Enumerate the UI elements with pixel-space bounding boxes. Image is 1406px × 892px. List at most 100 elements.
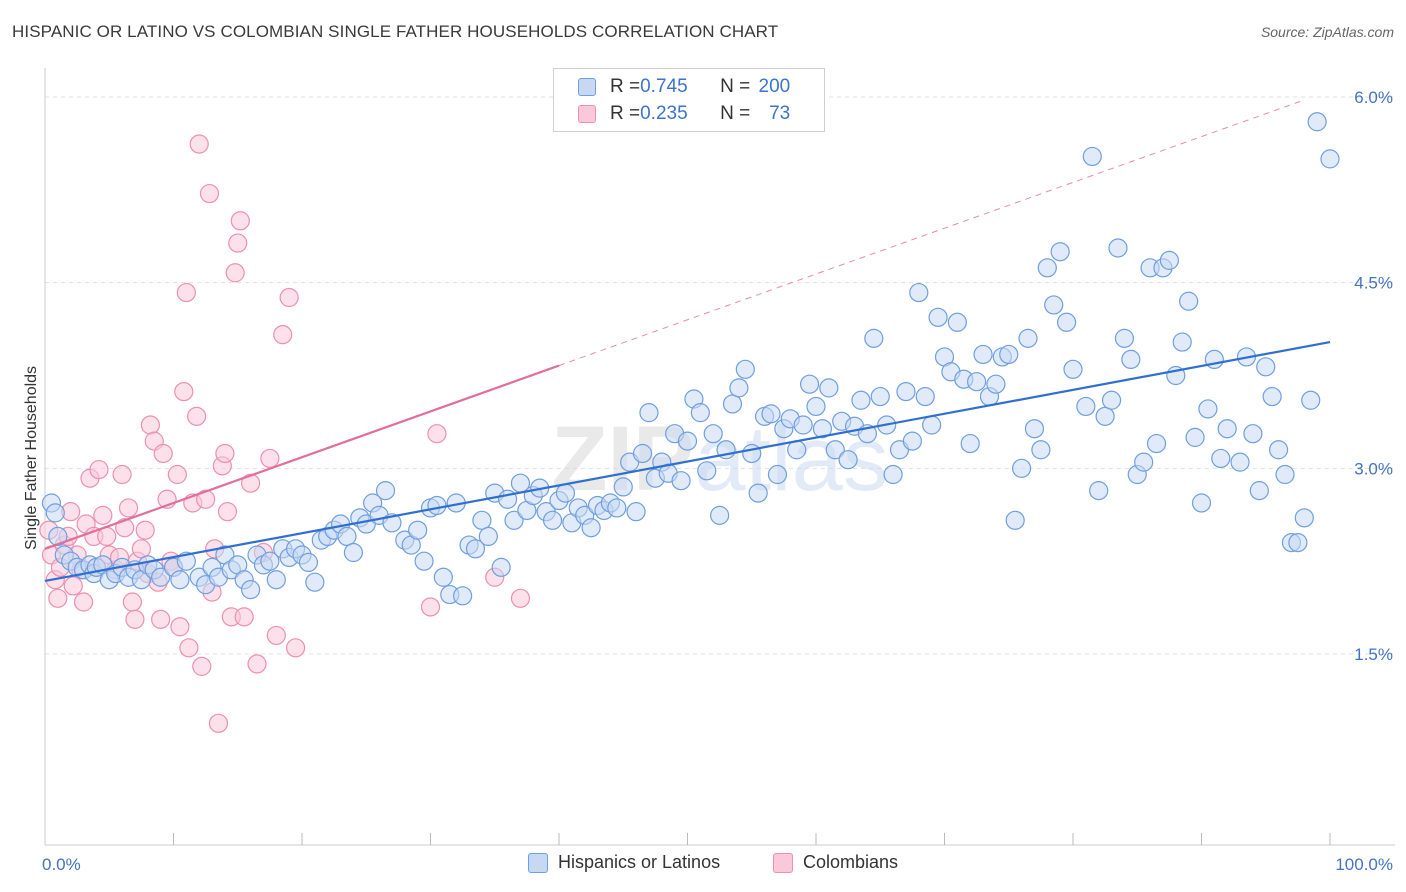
series-swatch-pink xyxy=(773,852,793,873)
hispanics-point xyxy=(45,503,65,523)
hispanics-point xyxy=(478,526,498,547)
colombians-point xyxy=(174,381,194,402)
hispanics-point xyxy=(241,580,261,600)
hispanics-point xyxy=(735,359,755,379)
hispanics-point xyxy=(703,424,723,444)
legend-n-value: 73 xyxy=(769,103,791,124)
hispanics-point xyxy=(504,510,524,530)
hispanics-point xyxy=(806,396,826,417)
colombians-point xyxy=(135,520,155,540)
series-label-colombians: Colombians xyxy=(803,852,899,872)
y-tick-label: 3.0% xyxy=(1354,459,1393,478)
hispanics-point xyxy=(1101,390,1122,410)
hispanics-point xyxy=(793,415,813,435)
hispanics-point xyxy=(671,471,691,491)
colombians-point xyxy=(140,415,160,435)
hispanics-point xyxy=(1262,386,1282,407)
hispanics-point xyxy=(1037,258,1057,278)
hispanics-point xyxy=(697,461,717,481)
legend-r-label: R = xyxy=(610,103,641,124)
hispanics-point xyxy=(1198,399,1218,419)
hispanics-point xyxy=(542,510,563,530)
colombians-point xyxy=(179,638,199,658)
hispanics-point xyxy=(1307,112,1327,132)
colombians-point xyxy=(115,518,135,538)
hispanics-point xyxy=(1031,440,1051,460)
series-legend-hispanics: Hispanics or Latinos xyxy=(528,852,720,873)
hispanics-point xyxy=(1018,328,1038,348)
colombians-point xyxy=(208,713,229,733)
hispanics-point xyxy=(298,552,319,573)
hispanics-point xyxy=(427,495,447,516)
hispanics-point xyxy=(710,505,730,525)
hispanics-point xyxy=(1294,508,1314,528)
colombians-point xyxy=(151,609,171,629)
colombians-trend-line xyxy=(44,364,560,550)
hispanics-point xyxy=(1050,242,1070,262)
hispanics-point xyxy=(408,520,428,540)
y-tick-label: 4.5% xyxy=(1354,274,1393,293)
colombians-point xyxy=(122,592,142,612)
hispanics-point xyxy=(851,390,871,410)
hispanics-point xyxy=(613,477,633,497)
colombians-point xyxy=(131,539,151,559)
hispanics-point xyxy=(909,282,929,303)
hispanics-point xyxy=(928,307,948,327)
hispanics-point xyxy=(870,386,890,407)
hispanics-point xyxy=(1275,464,1295,485)
trend-lines xyxy=(44,99,1331,583)
hispanics-point xyxy=(742,443,762,464)
hispanics-point xyxy=(864,328,884,348)
hispanics-point xyxy=(967,372,987,392)
colombians-point xyxy=(73,592,94,612)
hispanics-point xyxy=(1005,510,1025,530)
colombians-point xyxy=(247,654,267,674)
hispanics-point xyxy=(151,567,171,587)
y-tick-label: 1.5% xyxy=(1354,645,1393,664)
colombians-point xyxy=(189,134,209,154)
colombians-point xyxy=(48,588,68,608)
hispanics-point xyxy=(883,464,903,485)
series-legend: Hispanics or Latinos Colombians xyxy=(0,852,1406,878)
hispanics-point xyxy=(986,374,1006,394)
hispanics-point xyxy=(639,403,659,423)
hispanics-point xyxy=(999,344,1019,365)
hispanics-point xyxy=(1243,424,1263,444)
hispanics-point xyxy=(812,419,833,439)
hispanics-point xyxy=(491,557,511,577)
gridlines xyxy=(45,96,1395,655)
hispanics-point xyxy=(896,381,916,402)
legend-n-label: N = xyxy=(720,103,751,124)
colombians-point xyxy=(93,505,113,525)
colombians-point xyxy=(427,424,447,444)
colombians-trend-extension xyxy=(558,99,1305,367)
hispanics-point xyxy=(825,440,845,460)
hispanics-point xyxy=(626,502,646,522)
hispanics-point xyxy=(799,374,820,394)
colombians-point xyxy=(273,325,293,345)
colombians-point xyxy=(125,609,145,629)
hispanics-point xyxy=(819,378,839,398)
hispanics-point xyxy=(1268,440,1289,460)
hispanics-point xyxy=(1217,419,1237,439)
source-credit: Source: ZipAtlas.com xyxy=(1260,24,1394,40)
colombians-point xyxy=(170,617,190,637)
hispanics-point xyxy=(632,443,653,464)
hispanics-point xyxy=(1076,396,1096,417)
colombians-point xyxy=(225,263,245,283)
hispanics-point xyxy=(1056,312,1077,332)
colombians-point xyxy=(260,448,280,469)
hispanics-point xyxy=(1159,250,1179,270)
tick-labels: 1.5% 3.0% 4.5% 6.0% 0.0% 100.0% xyxy=(42,88,1393,874)
hispanics-points xyxy=(41,112,1340,606)
hispanics-point xyxy=(1121,349,1141,370)
hispanics-point xyxy=(1179,291,1199,311)
colombians-point xyxy=(187,406,207,426)
colombians-point xyxy=(217,502,238,522)
hispanics-point xyxy=(266,570,286,590)
hispanics-point xyxy=(1089,481,1109,501)
hispanics-point xyxy=(1230,452,1250,472)
colombians-point xyxy=(230,211,250,231)
hispanics-point xyxy=(1185,427,1205,447)
colombians-points xyxy=(39,134,531,733)
